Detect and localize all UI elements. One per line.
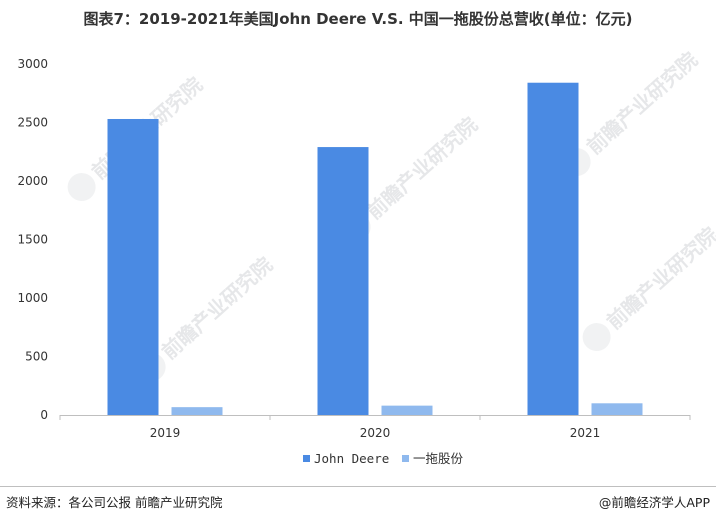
x-tick-label: 2020 [360, 426, 391, 440]
y-tick-label: 2000 [17, 174, 48, 188]
legend-swatch [303, 455, 310, 462]
watermark-text: 前瞻产业研究院 [157, 252, 277, 364]
watermark-text: 前瞻产业研究院 [582, 47, 702, 159]
bar [317, 147, 369, 415]
bar [107, 118, 159, 416]
watermark: 前瞻产业研究院 [582, 222, 716, 352]
watermark-text: 前瞻产业研究院 [362, 112, 482, 224]
y-tick-label: 1000 [17, 291, 48, 305]
bar [381, 405, 433, 415]
footer-divider [0, 486, 716, 487]
y-tick-label: 2500 [17, 116, 48, 130]
y-tick-label: 500 [25, 350, 48, 364]
bar [591, 403, 643, 415]
x-tick-label: 2021 [570, 426, 601, 440]
legend-label: John Deere [314, 451, 389, 466]
chart-title: 图表7：2019-2021年美国John Deere V.S. 中国一拖股份总营… [83, 10, 633, 28]
watermark-text: 前瞻产业研究院 [602, 222, 716, 334]
y-tick-label: 0 [40, 408, 48, 422]
legend: John Deere 一拖股份 [303, 451, 464, 466]
x-axis: 2019 2020 2021 [59, 415, 691, 440]
y-tick-label: 3000 [17, 57, 48, 71]
watermark-logo-icon [67, 173, 96, 202]
watermark-layer: 前瞻产业研究院前瞻产业研究院前瞻产业研究院前瞻产业研究院前瞻产业研究院 [67, 47, 716, 382]
bar [527, 82, 579, 415]
watermark-logo-icon [582, 323, 611, 352]
source-note: 资料来源：各公司公报 前瞻产业研究院 [6, 495, 223, 510]
x-tick-label: 2019 [150, 426, 181, 440]
legend-swatch [402, 455, 409, 462]
watermark: 前瞻产业研究院 [562, 47, 702, 177]
bar [171, 407, 223, 415]
legend-label: 一拖股份 [413, 451, 464, 466]
y-axis: 0 500 1000 1500 2000 2500 3000 [17, 57, 48, 422]
credit-note: @前瞻经济学人APP [598, 495, 710, 510]
y-tick-label: 1500 [17, 233, 48, 247]
bar-chart: 前瞻产业研究院前瞻产业研究院前瞻产业研究院前瞻产业研究院前瞻产业研究院 0 500… [17, 47, 716, 466]
bars-layer [107, 82, 643, 416]
